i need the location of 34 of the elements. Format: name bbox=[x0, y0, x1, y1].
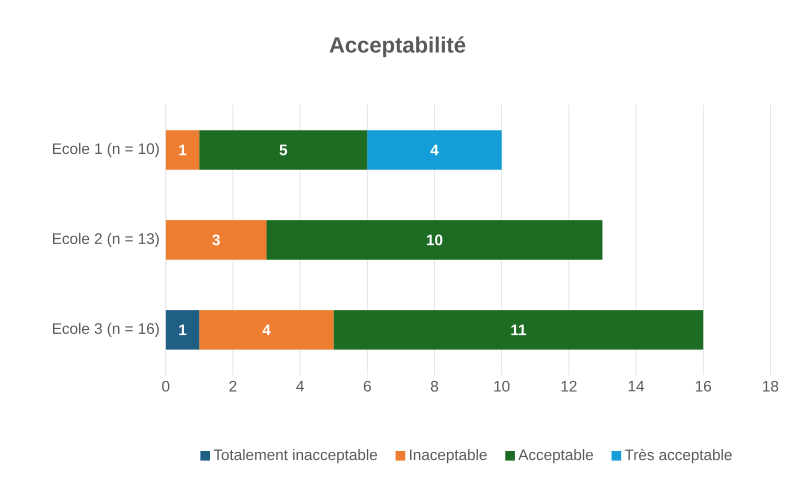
x-tick-label: 10 bbox=[494, 380, 510, 392]
legend-label: Totalement inacceptable bbox=[214, 449, 378, 464]
bar bbox=[199, 310, 334, 350]
data-label: 5 bbox=[280, 144, 288, 156]
x-tick-label: 2 bbox=[229, 380, 236, 392]
x-tick-label: 14 bbox=[628, 380, 644, 392]
x-tick-label: 6 bbox=[364, 380, 371, 392]
y-tick-label: Ecole 2 (n = 13) bbox=[53, 232, 159, 248]
bar bbox=[367, 130, 502, 170]
y-tick-label: Ecole 3 (n = 16) bbox=[53, 322, 159, 338]
legend-label: Acceptable bbox=[518, 449, 594, 464]
x-tick-label: 12 bbox=[562, 380, 577, 392]
x-tick-label: 4 bbox=[296, 380, 304, 392]
bar bbox=[166, 130, 200, 170]
x-tick-label: 18 bbox=[763, 380, 778, 392]
bar bbox=[334, 310, 704, 350]
bar bbox=[199, 130, 368, 170]
data-label: 3 bbox=[212, 234, 220, 246]
data-label: 1 bbox=[179, 144, 186, 156]
legend-label: Très acceptable bbox=[624, 448, 732, 464]
bar bbox=[166, 310, 200, 350]
x-tick-label: 16 bbox=[696, 380, 712, 392]
data-label: 1 bbox=[179, 324, 186, 336]
data-label: 10 bbox=[426, 234, 442, 246]
data-label: 4 bbox=[262, 324, 271, 336]
data-label: 11 bbox=[511, 324, 526, 336]
bar bbox=[266, 220, 602, 260]
x-tick-label: 0 bbox=[162, 380, 170, 392]
data-label: 4 bbox=[430, 144, 439, 156]
y-tick-label: Ecole 1 (n = 10) bbox=[53, 142, 159, 158]
bar bbox=[166, 220, 267, 260]
chart-title: Acceptabilité bbox=[330, 36, 466, 58]
x-tick-label: 8 bbox=[430, 380, 438, 392]
legend-label: Inaceptable bbox=[410, 449, 487, 464]
